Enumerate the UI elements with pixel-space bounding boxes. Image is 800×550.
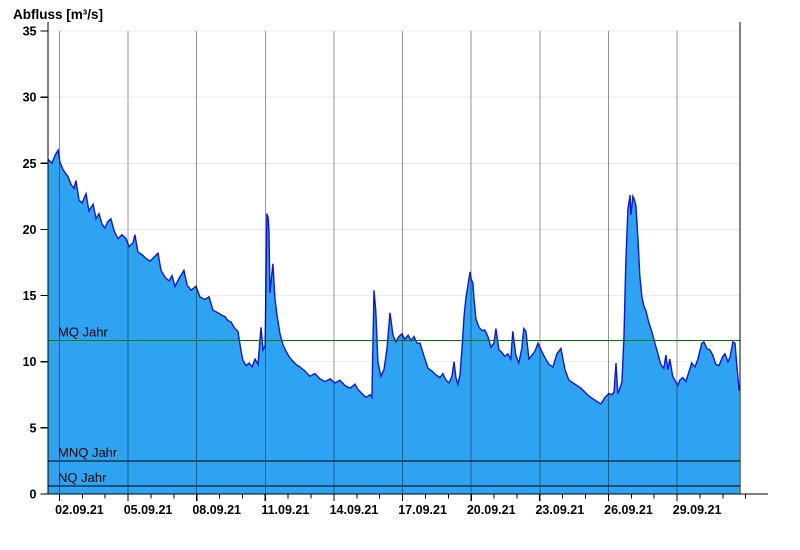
mq-line-label: MQ Jahr — [58, 325, 109, 340]
y-tick-label: 0 — [30, 488, 37, 502]
x-tick-label: 29.09.21 — [673, 503, 722, 517]
x-tick-label: 26.09.21 — [604, 503, 653, 517]
y-axis-ticks — [40, 30, 48, 495]
y-tick-label: 30 — [23, 91, 37, 105]
y-tick-label: 5 — [30, 421, 37, 435]
vertical-gridlines — [58, 31, 678, 494]
x-tick-label: 17.09.21 — [398, 503, 447, 517]
mnq-line-label: MNQ Jahr — [58, 445, 118, 460]
chart-title: Abfluss [m³/s] — [13, 7, 103, 22]
y-tick-label: 15 — [23, 289, 37, 303]
x-tick-label: 14.09.21 — [330, 503, 379, 517]
reference-lines — [48, 339, 740, 487]
x-tick-label: 23.09.21 — [535, 503, 584, 517]
y-axis-labels: 0 5 10 15 20 25 30 35 — [23, 25, 37, 502]
x-tick-label: 20.09.21 — [467, 503, 516, 517]
x-tick-label: 11.09.21 — [261, 503, 309, 517]
y-tick-label: 10 — [23, 355, 37, 369]
discharge-area-fill — [48, 150, 740, 494]
x-tick-label: 08.09.21 — [192, 503, 241, 517]
x-tick-label: 02.09.21 — [55, 503, 104, 517]
y-tick-label: 25 — [23, 157, 37, 171]
axes — [47, 22, 768, 495]
x-tick-label: 05.09.21 — [124, 503, 173, 517]
y-tick-label: 35 — [23, 25, 37, 39]
discharge-area-outline — [47, 148, 740, 405]
x-axis-ticks — [58, 494, 747, 501]
x-axis-labels: 02.09.21 05.09.21 08.09.21 11.09.21 14.09.21… — [55, 503, 721, 517]
nq-line-label: NQ Jahr — [58, 470, 107, 485]
y-tick-label: 20 — [23, 223, 37, 237]
